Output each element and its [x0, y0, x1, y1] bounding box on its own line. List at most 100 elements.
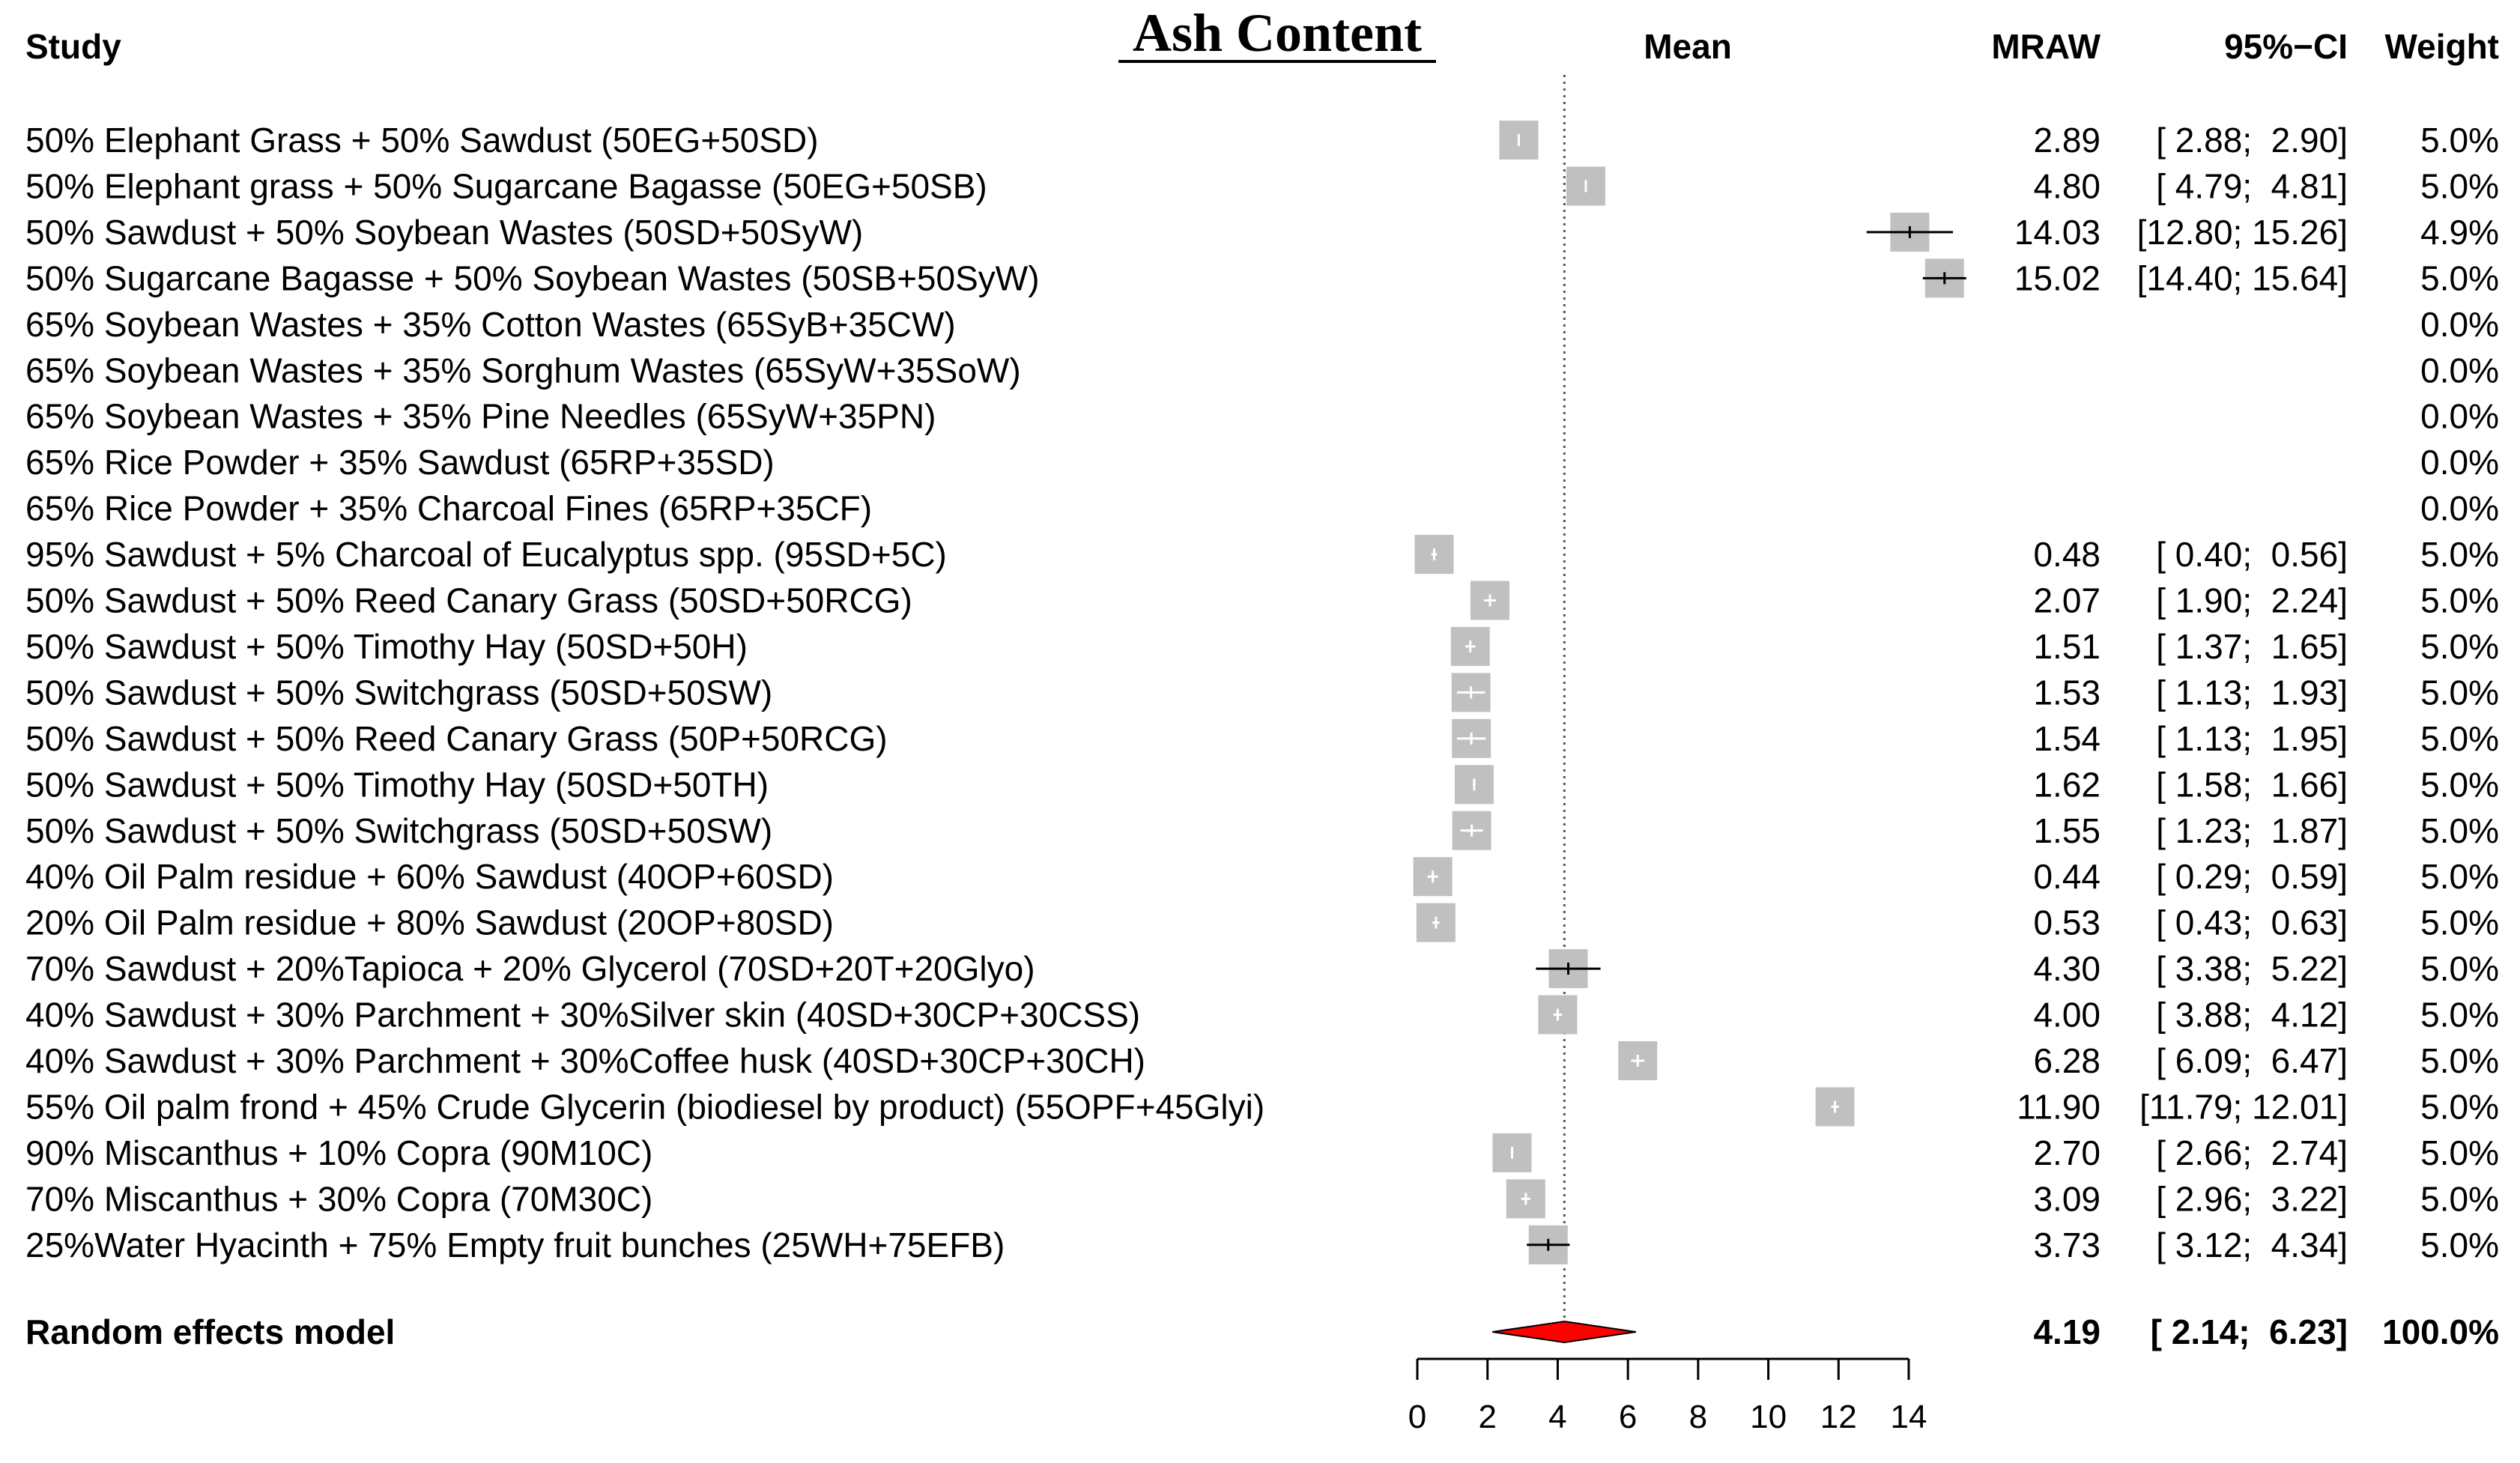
summary-weight: 100.0% — [2382, 1312, 2499, 1351]
study-label: 65% Rice Powder + 35% Sawdust (65RP+35SD… — [25, 443, 775, 482]
study-weight: 5.0% — [2420, 121, 2499, 160]
study-ci: [ 3.38; 5.22] — [2156, 949, 2348, 988]
study-mraw: 1.51 — [2033, 627, 2100, 666]
summary-label: Random effects model — [25, 1312, 395, 1351]
summary-mraw: 4.19 — [2033, 1312, 2100, 1351]
study-label: 50% Sawdust + 50% Reed Canary Grass (50P… — [25, 719, 888, 758]
study-weight: 0.0% — [2420, 305, 2499, 344]
study-label: 40% Sawdust + 30% Parchment + 30%Coffee … — [25, 1041, 1145, 1080]
study-label: 40% Sawdust + 30% Parchment + 30%Silver … — [25, 996, 1140, 1035]
study-mraw: 1.62 — [2033, 765, 2100, 804]
study-label: 50% Sawdust + 50% Soybean Wastes (50SD+5… — [25, 213, 863, 252]
study-weight: 0.0% — [2420, 351, 2499, 390]
x-tick-label: 12 — [1820, 1399, 1857, 1435]
study-mraw: 1.55 — [2033, 811, 2100, 850]
header-weight: Weight — [2385, 27, 2499, 66]
study-mraw: 4.00 — [2033, 996, 2100, 1035]
study-label: 25%Water Hyacinth + 75% Empty fruit bunc… — [25, 1226, 1005, 1264]
x-tick-label: 4 — [1548, 1399, 1566, 1435]
study-mraw: 3.73 — [2033, 1226, 2100, 1264]
study-ci: [ 6.09; 6.47] — [2156, 1041, 2348, 1080]
study-ci: [ 4.79; 4.81] — [2156, 166, 2348, 205]
study-label: 40% Oil Palm residue + 60% Sawdust (40OP… — [25, 857, 834, 896]
summary-ci: [ 2.14; 6.23] — [2151, 1312, 2348, 1351]
study-ci: [11.79; 12.01] — [2139, 1087, 2348, 1126]
study-label: 70% Sawdust + 20%Tapioca + 20% Glycerol … — [25, 949, 1035, 988]
study-weight: 5.0% — [2420, 996, 2499, 1035]
study-weight: 4.9% — [2420, 213, 2499, 252]
study-ci: [ 1.90; 2.24] — [2156, 581, 2348, 620]
x-tick-label: 6 — [1619, 1399, 1637, 1435]
study-weight: 5.0% — [2420, 627, 2499, 666]
study-weight: 5.0% — [2420, 1087, 2499, 1126]
study-ci: [ 0.43; 0.63] — [2156, 903, 2348, 942]
study-label: 50% Sawdust + 50% Switchgrass (50SD+50SW… — [25, 673, 772, 712]
study-ci: [ 0.40; 0.56] — [2156, 535, 2348, 574]
study-weight: 5.0% — [2420, 258, 2499, 297]
study-mraw: 2.89 — [2033, 121, 2100, 160]
study-ci: [ 0.29; 0.59] — [2156, 857, 2348, 896]
study-ci: [ 1.13; 1.93] — [2156, 673, 2348, 712]
study-ci: [ 1.37; 1.65] — [2156, 627, 2348, 666]
x-tick-label: 10 — [1750, 1399, 1787, 1435]
x-tick-label: 14 — [1891, 1399, 1927, 1435]
study-label: 50% Sawdust + 50% Switchgrass (50SD+50SW… — [25, 811, 772, 850]
study-label: 95% Sawdust + 5% Charcoal of Eucalyptus … — [25, 535, 947, 574]
study-weight: 0.0% — [2420, 443, 2499, 482]
study-ci: [ 3.88; 4.12] — [2156, 996, 2348, 1035]
study-mraw: 14.03 — [2014, 213, 2100, 252]
study-mraw: 1.54 — [2033, 719, 2100, 758]
study-weight: 0.0% — [2420, 397, 2499, 436]
x-tick-label: 0 — [1408, 1399, 1426, 1435]
study-weight: 5.0% — [2420, 1133, 2499, 1172]
study-mraw: 3.09 — [2033, 1179, 2100, 1218]
study-mraw: 0.53 — [2033, 903, 2100, 942]
study-label: 70% Miscanthus + 30% Copra (70M30C) — [25, 1179, 652, 1218]
study-mraw: 4.30 — [2033, 949, 2100, 988]
study-label: 20% Oil Palm residue + 80% Sawdust (20OP… — [25, 903, 834, 942]
header-ci: 95%−CI — [2224, 27, 2348, 66]
x-tick-label: 8 — [1689, 1399, 1707, 1435]
study-weight: 5.0% — [2420, 1179, 2499, 1218]
study-label: 50% Sugarcane Bagasse + 50% Soybean Wast… — [25, 258, 1040, 297]
study-weight: 0.0% — [2420, 489, 2499, 528]
study-weight: 5.0% — [2420, 949, 2499, 988]
study-ci: [ 2.66; 2.74] — [2156, 1133, 2348, 1172]
study-label: 50% Elephant Grass + 50% Sawdust (50EG+5… — [25, 121, 819, 160]
study-label: 65% Soybean Wastes + 35% Sorghum Wastes … — [25, 351, 1021, 390]
study-ci: [14.40; 15.64] — [2137, 258, 2348, 297]
summary-diamond — [1492, 1320, 1637, 1344]
study-label: 65% Rice Powder + 35% Charcoal Fines (65… — [25, 489, 872, 528]
study-weight: 5.0% — [2420, 673, 2499, 712]
study-ci: [ 1.23; 1.87] — [2156, 811, 2348, 850]
chart-title: Ash Content — [1133, 3, 1422, 63]
study-mraw: 4.80 — [2033, 166, 2100, 205]
x-axis: 0 2 4 6 8 10 12 14 — [1408, 1357, 1927, 1435]
study-ci: [ 2.88; 2.90] — [2156, 121, 2348, 160]
plot-marks — [1413, 75, 1966, 1344]
study-mraw: 0.44 — [2033, 857, 2100, 896]
x-tick-label: 2 — [1478, 1399, 1496, 1435]
study-weight: 5.0% — [2420, 581, 2499, 620]
study-mraw: 1.53 — [2033, 673, 2100, 712]
study-mraw: 2.70 — [2033, 1133, 2100, 1172]
study-weight: 5.0% — [2420, 903, 2499, 942]
study-weight: 5.0% — [2420, 719, 2499, 758]
study-label: 50% Elephant grass + 50% Sugarcane Bagas… — [25, 166, 987, 205]
study-mraw: 11.90 — [2017, 1087, 2100, 1126]
study-mraw: 15.02 — [2014, 258, 2100, 297]
study-weight: 5.0% — [2420, 166, 2499, 205]
header-mraw: MRAW — [1991, 27, 2100, 66]
study-rows: 50% Elephant Grass + 50% Sawdust (50EG+5… — [25, 121, 2499, 1351]
study-label: 50% Sawdust + 50% Timothy Hay (50SD+50H) — [25, 627, 748, 666]
study-mraw: 6.28 — [2033, 1041, 2100, 1080]
study-label: 55% Oil palm frond + 45% Crude Glycerin … — [25, 1087, 1264, 1126]
header-study: Study — [25, 27, 121, 66]
study-weight: 5.0% — [2420, 1041, 2499, 1080]
study-weight: 5.0% — [2420, 857, 2499, 896]
study-ci: [ 2.96; 3.22] — [2156, 1179, 2348, 1218]
study-label: 50% Sawdust + 50% Timothy Hay (50SD+50TH… — [25, 765, 769, 804]
study-ci: [12.80; 15.26] — [2137, 213, 2348, 252]
study-weight: 5.0% — [2420, 811, 2499, 850]
